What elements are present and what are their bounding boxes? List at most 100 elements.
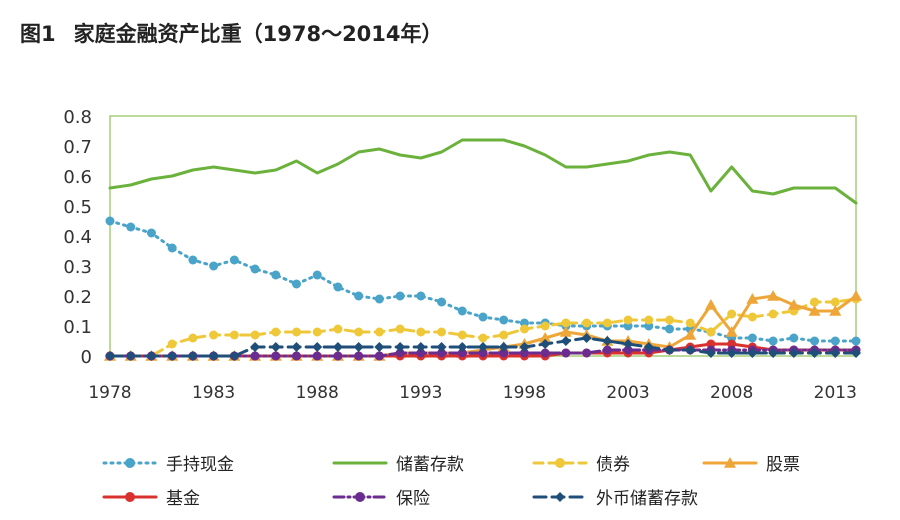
data-point: [810, 297, 820, 307]
y-tick-label: 0: [81, 347, 92, 368]
data-point: [726, 348, 737, 358]
data-point: [808, 305, 821, 316]
data-point: [809, 348, 820, 358]
data-point: [415, 342, 426, 352]
data-point: [582, 318, 592, 328]
data-point: [374, 342, 385, 352]
data-point: [539, 332, 552, 343]
data-point: [768, 336, 778, 346]
data-point: [727, 309, 737, 319]
data-point: [229, 351, 240, 361]
data-point: [146, 228, 156, 238]
data-point: [188, 255, 198, 265]
data-point: [457, 330, 467, 340]
y-tick-label: 0.8: [63, 107, 92, 128]
data-point: [851, 348, 861, 358]
x-tick-label: 1978: [88, 383, 131, 403]
data-point: [395, 348, 405, 358]
data-point: [105, 351, 115, 361]
data-point: [498, 342, 509, 352]
data-point: [560, 336, 571, 346]
data-point: [125, 351, 136, 361]
data-point: [747, 348, 758, 358]
data-point: [209, 261, 219, 271]
data-point: [747, 312, 757, 322]
data-point: [416, 327, 426, 337]
data-point: [292, 351, 301, 361]
data-point: [312, 327, 322, 337]
data-point: [830, 297, 840, 307]
data-point: [519, 342, 530, 352]
y-tick-label: 0.7: [63, 137, 92, 158]
chart-title: 图1 家庭金融资产比重（1978～2014年）: [20, 18, 443, 48]
data-point: [354, 327, 364, 337]
data-point: [374, 327, 384, 337]
data-point: [685, 318, 695, 328]
data-point: [644, 315, 654, 325]
data-point: [768, 309, 778, 319]
data-point: [457, 306, 467, 316]
title-text: 家庭金融资产比重（1978～2014年）: [73, 22, 443, 46]
data-point: [478, 333, 488, 343]
data-point: [354, 351, 364, 361]
data-point: [250, 330, 260, 340]
data-point: [499, 315, 509, 325]
data-point: [540, 339, 551, 349]
data-point: [229, 255, 239, 265]
data-point: [788, 348, 799, 358]
data-point: [167, 351, 178, 361]
x-tick-label: 1983: [192, 383, 235, 403]
data-point: [312, 351, 322, 361]
data-point: [312, 270, 322, 280]
data-point: [478, 342, 488, 352]
data-point: [374, 351, 384, 361]
data-point: [374, 294, 384, 304]
data-point: [582, 348, 592, 358]
data-point: [706, 327, 716, 337]
data-point: [395, 324, 405, 334]
chart-axes: 0.8 0.7 0.6 0.5 0.4 0.3 0.2 0.1 0 1978 1983 1988 199…: [63, 107, 857, 403]
data-point: [167, 339, 177, 349]
data-point: [333, 324, 343, 334]
data-point: [457, 348, 467, 358]
data-point: [333, 282, 343, 292]
data-point: [353, 342, 364, 352]
data-point: [478, 348, 488, 358]
y-tick-label: 0.3: [63, 257, 92, 278]
data-point: [789, 333, 799, 343]
data-point: [146, 351, 157, 361]
data-point: [126, 222, 136, 232]
y-tick-label: 0.5: [63, 197, 92, 218]
data-point: [705, 348, 716, 358]
data-point: [354, 291, 364, 301]
data-point: [685, 345, 696, 355]
data-point: [787, 299, 800, 310]
data-point: [665, 315, 674, 325]
data-point: [291, 342, 302, 352]
data-point: [292, 327, 301, 337]
data-point: [416, 291, 426, 301]
data-point: [850, 290, 862, 301]
data-point: [643, 342, 654, 352]
series-line: [108, 138, 858, 205]
data-point: [581, 333, 592, 343]
x-tick-label: 1988: [296, 383, 339, 403]
data-point: [623, 345, 633, 355]
data-point: [457, 342, 468, 352]
chart-series: [104, 138, 862, 361]
x-tick-label: 2003: [606, 383, 649, 403]
data-point: [830, 336, 840, 346]
y-tick-label: 0.6: [63, 167, 92, 188]
series-3: [105, 294, 861, 361]
data-point: [725, 326, 738, 337]
data-point: [540, 321, 550, 331]
figure-number: 图1: [20, 22, 56, 46]
data-point: [332, 342, 343, 352]
data-point: [746, 293, 759, 304]
data-point: [437, 297, 447, 307]
data-point: [561, 318, 571, 328]
data-point: [540, 348, 550, 358]
x-tick-label: 1998: [503, 383, 546, 403]
data-point: [229, 330, 239, 340]
